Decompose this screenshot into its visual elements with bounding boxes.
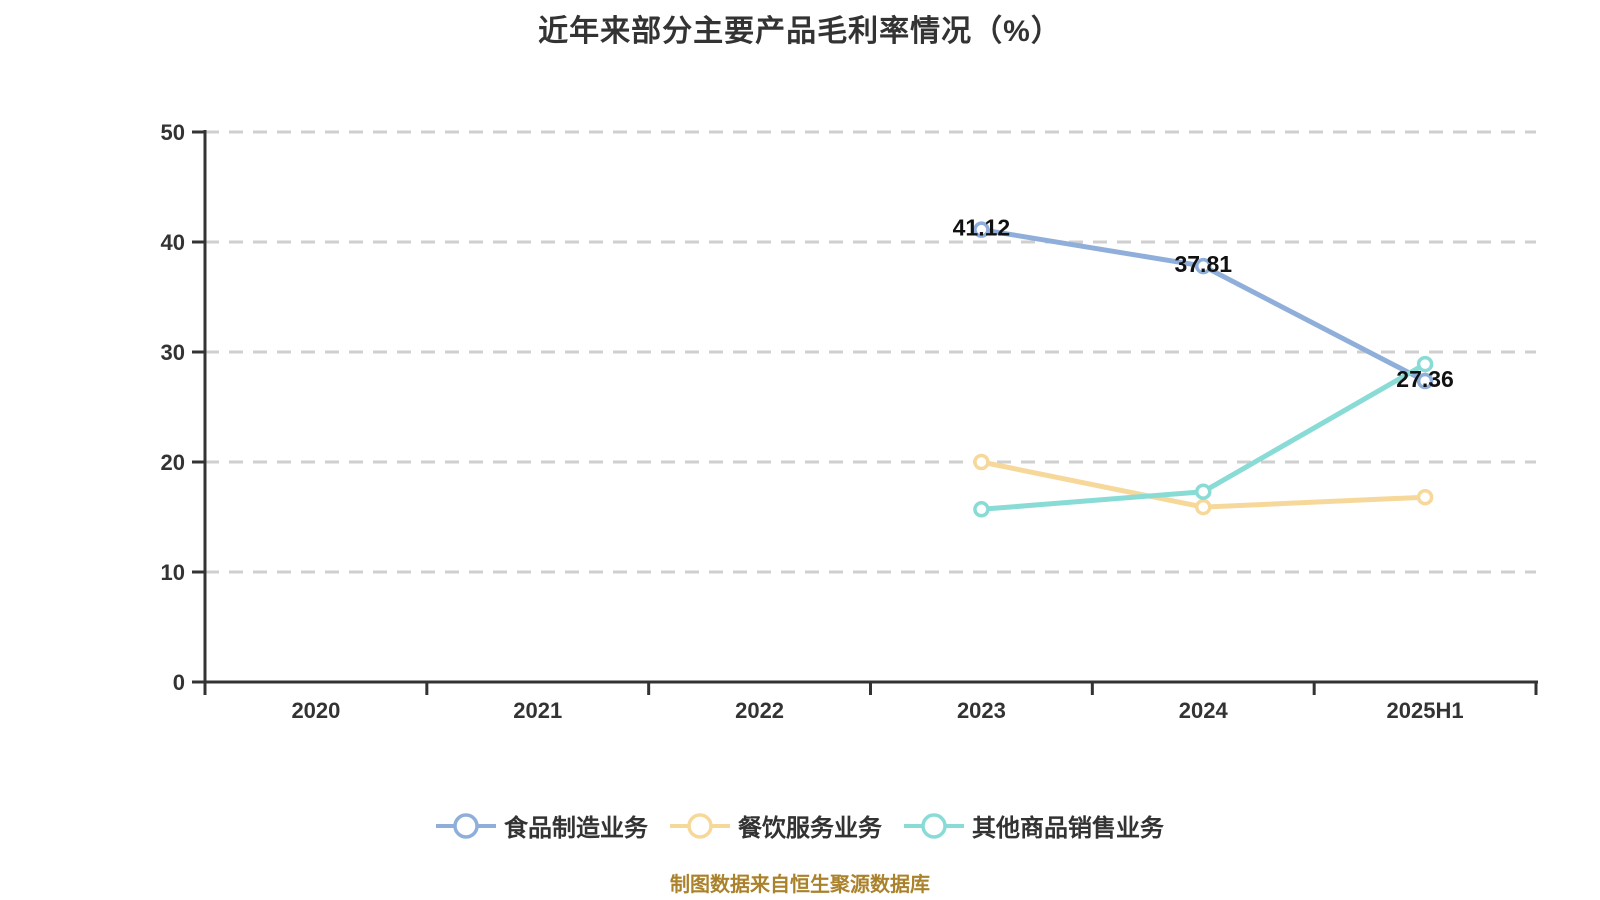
- y-tick-label: 10: [161, 560, 185, 585]
- legend-label-0: 食品制造业务: [504, 815, 648, 842]
- legend-label-1: 餐饮服务业务: [738, 815, 882, 842]
- x-tick-label-2023: 2023: [957, 698, 1006, 723]
- data-point-1-2024[interactable]: [1195, 498, 1212, 516]
- data-point-0-2023[interactable]: [973, 221, 990, 238]
- legend-line-marker-icon: [670, 812, 730, 839]
- chart-title: 近年来部分主要产品毛利率情况（%）: [538, 15, 1062, 48]
- data-point-2-2024[interactable]: [1195, 483, 1212, 500]
- value-label-0-2025H1: 27.36: [1396, 366, 1454, 392]
- data-point-1-2025H1[interactable]: [1416, 488, 1434, 506]
- y-tick-label: 40: [161, 230, 185, 255]
- legend-label-2: 其他商品销售业务: [972, 815, 1164, 842]
- legend-item-1[interactable]: 餐饮服务业务: [670, 808, 882, 843]
- data-point-0-2025H1[interactable]: [1416, 372, 1434, 390]
- x-tick-label-2020: 2020: [291, 698, 340, 723]
- y-tick-label: 30: [161, 340, 185, 365]
- y-tick-label: 0: [173, 670, 185, 695]
- value-label-0-2024: 37.81: [1174, 251, 1232, 277]
- legend-line-marker-icon: [436, 812, 496, 839]
- x-tick-label-2021: 2021: [513, 698, 562, 723]
- x-tick-label-2025H1: 2025H1: [1387, 698, 1464, 723]
- legend-line-marker-icon: [904, 812, 964, 839]
- legend-item-2[interactable]: 其他商品销售业务: [904, 808, 1164, 843]
- value-label-0-2023: 41.12: [953, 215, 1011, 241]
- data-point-0-2024[interactable]: [1195, 257, 1212, 275]
- y-tick-label: 50: [161, 120, 185, 145]
- x-tick-label-2022: 2022: [735, 698, 784, 723]
- x-tick-label-2024: 2024: [1179, 698, 1229, 723]
- data-source-caption: 制图数据来自恒生聚源数据库: [670, 874, 930, 896]
- legend: 食品制造业务 餐饮服务业务 其他商品销售业务: [0, 808, 1600, 843]
- data-point-2-2023[interactable]: [973, 501, 990, 518]
- legend-item-0[interactable]: 食品制造业务: [436, 808, 648, 843]
- data-point-1-2023[interactable]: [973, 453, 990, 471]
- y-tick-label: 20: [161, 450, 185, 475]
- data-point-2-2025H1[interactable]: [1416, 355, 1434, 373]
